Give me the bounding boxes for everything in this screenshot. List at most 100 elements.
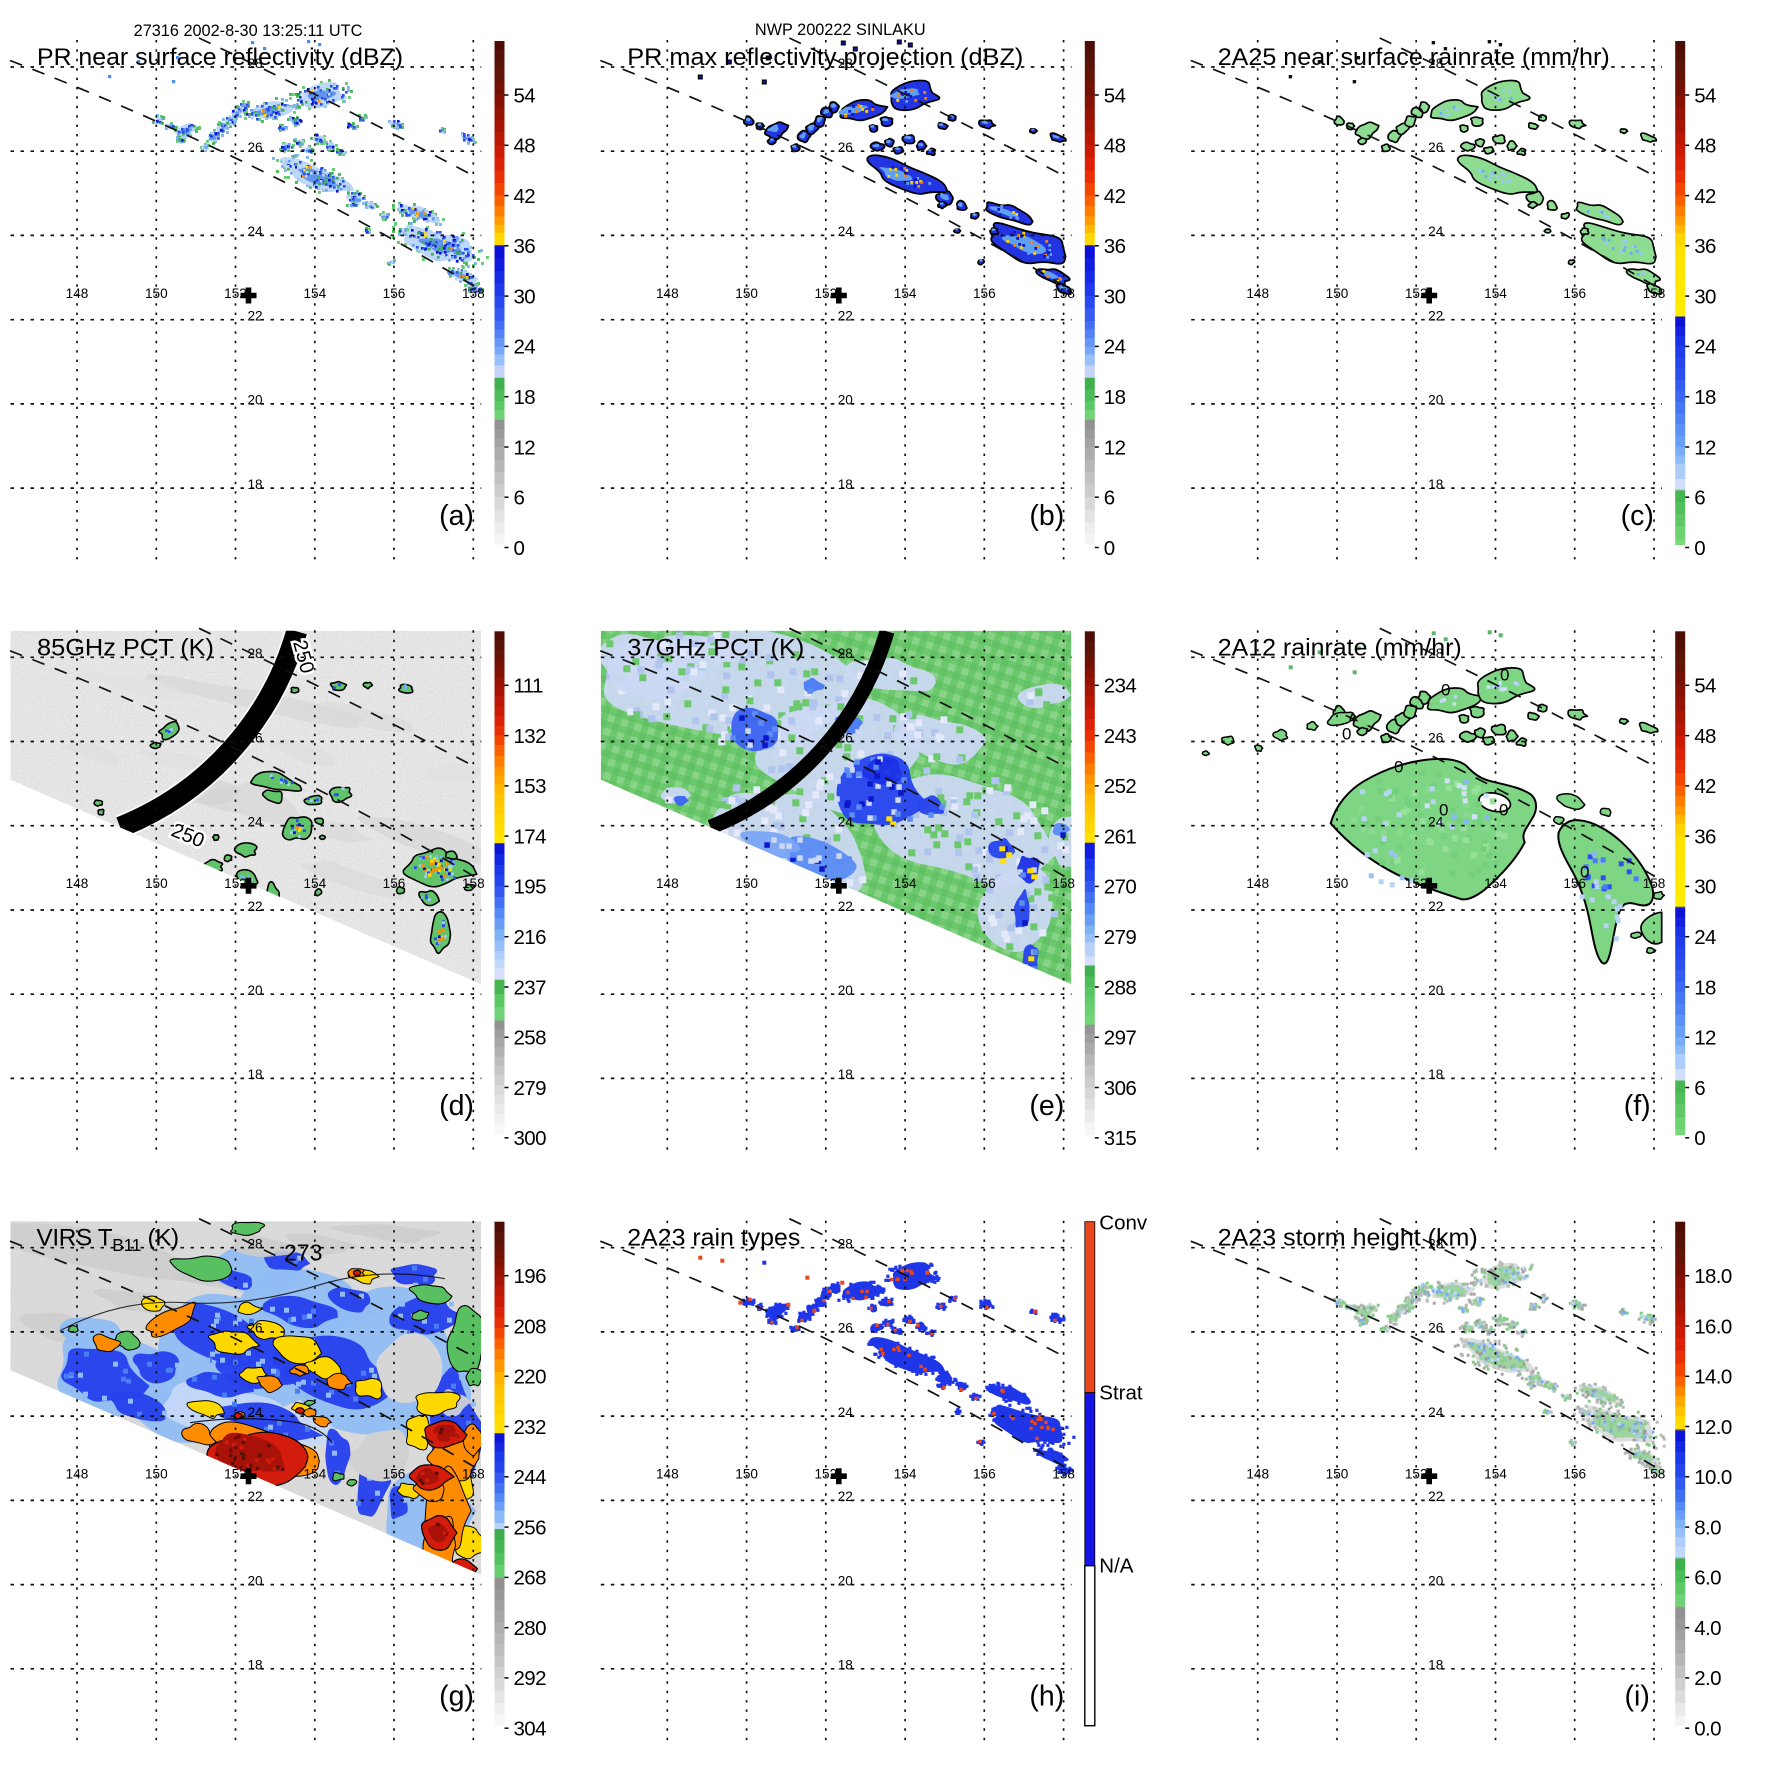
svg-text:(h): (h) — [1029, 1681, 1064, 1713]
svg-text:273: 273 — [284, 1240, 322, 1266]
svg-text:18: 18 — [838, 1658, 853, 1673]
svg-text:20: 20 — [1428, 1573, 1444, 1588]
svg-text:156: 156 — [1563, 1467, 1586, 1482]
svg-text:158: 158 — [1052, 876, 1075, 891]
svg-text:154: 154 — [1484, 876, 1507, 891]
svg-text:24: 24 — [514, 336, 536, 359]
svg-text:30: 30 — [1694, 285, 1716, 308]
svg-text:12: 12 — [1694, 436, 1716, 459]
svg-text:54: 54 — [1694, 675, 1716, 698]
svg-text:150: 150 — [1326, 1467, 1349, 1482]
svg-text:26: 26 — [247, 730, 262, 745]
svg-text:154: 154 — [894, 286, 917, 301]
svg-text:18: 18 — [838, 1067, 853, 1082]
svg-text:54: 54 — [1104, 84, 1126, 107]
svg-text:196: 196 — [514, 1265, 547, 1288]
svg-text:26: 26 — [838, 1321, 853, 1336]
svg-text:42: 42 — [1694, 775, 1716, 798]
svg-text:48: 48 — [514, 135, 536, 158]
svg-text:22: 22 — [1428, 1489, 1443, 1504]
svg-text:PR max reflectivity projection: PR max reflectivity projection (dBZ) — [627, 44, 1023, 71]
svg-text:0: 0 — [1342, 724, 1351, 743]
svg-text:153: 153 — [514, 775, 547, 798]
svg-text:306: 306 — [1104, 1077, 1137, 1100]
svg-text:36: 36 — [1104, 235, 1126, 258]
svg-text:24: 24 — [1104, 336, 1126, 359]
svg-text:24: 24 — [1428, 1405, 1444, 1420]
svg-text:232: 232 — [514, 1416, 547, 1439]
svg-text:150: 150 — [145, 1467, 168, 1482]
svg-text:22: 22 — [1428, 309, 1443, 324]
svg-text:10.0: 10.0 — [1694, 1466, 1732, 1489]
svg-text:279: 279 — [514, 1077, 547, 1100]
svg-text:132: 132 — [514, 725, 547, 748]
svg-text:(d): (d) — [439, 1090, 474, 1122]
svg-text:28: 28 — [247, 1237, 262, 1252]
svg-text:28: 28 — [247, 56, 262, 71]
svg-text:28: 28 — [247, 646, 262, 661]
svg-text:20: 20 — [1428, 983, 1444, 998]
svg-text:256: 256 — [514, 1516, 547, 1539]
svg-text:6: 6 — [1694, 487, 1705, 510]
svg-text:24: 24 — [1694, 336, 1716, 359]
svg-text:54: 54 — [1694, 84, 1716, 107]
svg-text:18: 18 — [838, 477, 853, 492]
svg-text:158: 158 — [1052, 1467, 1075, 1482]
svg-text:158: 158 — [1052, 286, 1075, 301]
svg-text:18: 18 — [1428, 477, 1443, 492]
svg-text:(a): (a) — [439, 500, 474, 532]
svg-text:154: 154 — [1484, 286, 1507, 301]
svg-text:150: 150 — [145, 876, 168, 891]
svg-text:48: 48 — [1104, 135, 1126, 158]
svg-text:20: 20 — [247, 1573, 263, 1588]
svg-text:148: 148 — [656, 286, 679, 301]
svg-text:244: 244 — [514, 1466, 547, 1489]
svg-text:156: 156 — [1563, 286, 1586, 301]
svg-text:216: 216 — [514, 926, 547, 949]
svg-text:156: 156 — [383, 876, 406, 891]
svg-text:150: 150 — [1326, 286, 1349, 301]
svg-text:0: 0 — [514, 537, 525, 560]
svg-text:12.0: 12.0 — [1694, 1416, 1732, 1439]
svg-text:(e): (e) — [1029, 1090, 1064, 1122]
svg-text:150: 150 — [145, 286, 168, 301]
svg-text:148: 148 — [656, 1467, 679, 1482]
svg-text:0: 0 — [1694, 537, 1705, 560]
svg-text:(g): (g) — [439, 1681, 474, 1713]
svg-text:158: 158 — [462, 876, 485, 891]
svg-text:280: 280 — [514, 1617, 547, 1640]
svg-text:14.0: 14.0 — [1694, 1366, 1732, 1389]
svg-text:268: 268 — [514, 1567, 547, 1590]
svg-text:42: 42 — [514, 185, 536, 208]
svg-text:288: 288 — [1104, 976, 1137, 999]
svg-text:150: 150 — [735, 1467, 758, 1482]
svg-text:6: 6 — [1694, 1077, 1705, 1100]
svg-text:24: 24 — [838, 224, 854, 239]
svg-text:18.0: 18.0 — [1694, 1265, 1732, 1288]
svg-text:156: 156 — [973, 286, 996, 301]
svg-text:148: 148 — [656, 876, 679, 891]
svg-text:237: 237 — [514, 976, 547, 999]
svg-text:VIRS TB11 (K): VIRS TB11 (K) — [37, 1225, 179, 1256]
svg-text:24: 24 — [838, 815, 854, 830]
svg-text:12: 12 — [1104, 436, 1126, 459]
svg-text:54: 54 — [514, 84, 536, 107]
svg-text:30: 30 — [1104, 285, 1126, 308]
svg-text:28: 28 — [1428, 1237, 1443, 1252]
svg-text:85GHz PCT (K): 85GHz PCT (K) — [37, 634, 214, 661]
svg-text:24: 24 — [247, 815, 263, 830]
svg-text:158: 158 — [1643, 1467, 1666, 1482]
svg-text:PR near surface reflectivity (: PR near surface reflectivity (dBZ) — [37, 44, 403, 71]
svg-text:156: 156 — [973, 876, 996, 891]
svg-text:Strat: Strat — [1099, 1382, 1143, 1405]
svg-text:37GHz PCT (K): 37GHz PCT (K) — [627, 634, 804, 661]
svg-text:20: 20 — [247, 393, 263, 408]
svg-text:28: 28 — [838, 646, 853, 661]
svg-text:36: 36 — [1694, 825, 1716, 848]
svg-text:304: 304 — [514, 1718, 547, 1741]
svg-text:26: 26 — [247, 140, 262, 155]
svg-text:148: 148 — [1246, 876, 1269, 891]
svg-text:243: 243 — [1104, 725, 1137, 748]
svg-text:28: 28 — [838, 56, 853, 71]
svg-text:6: 6 — [1104, 487, 1115, 510]
